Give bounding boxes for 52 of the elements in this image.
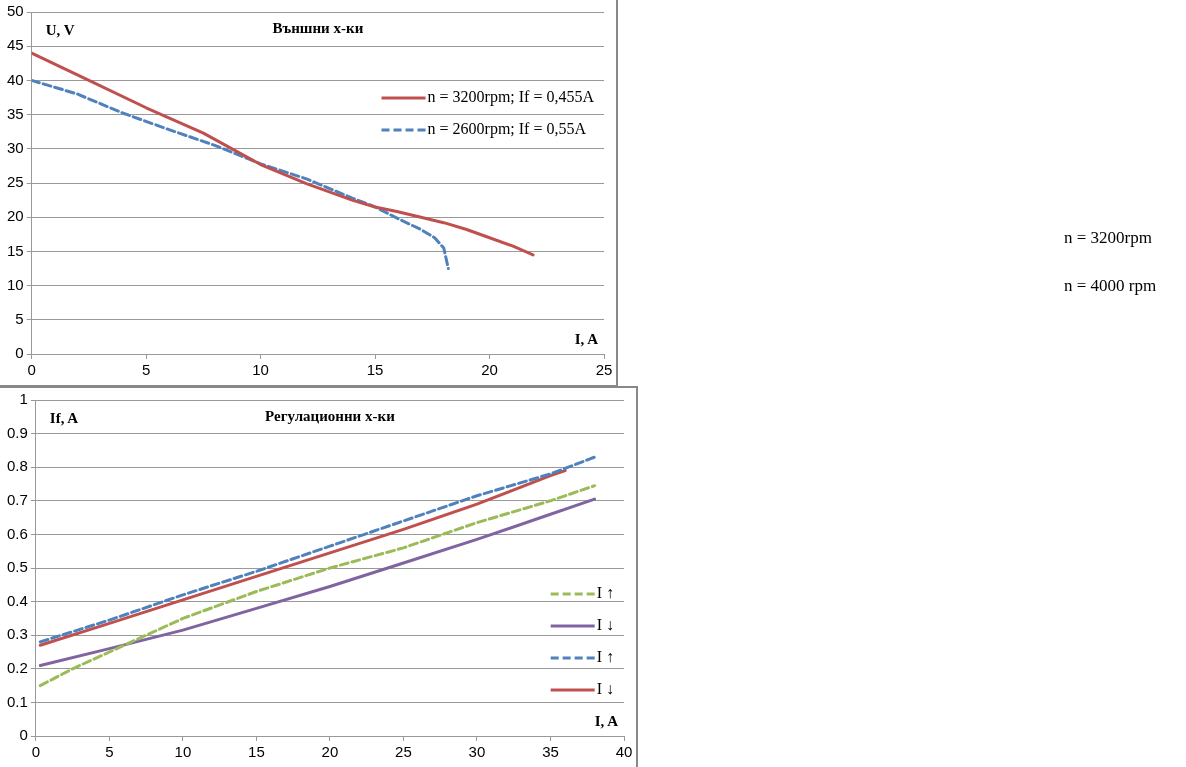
y-axis-title: U, V bbox=[45, 22, 75, 39]
line-series bbox=[31, 78, 450, 270]
y-tick-label: 0.9 bbox=[6, 423, 28, 441]
x-tick-label: 5 bbox=[141, 361, 151, 379]
x-axis-title: I, A bbox=[574, 331, 599, 348]
y-tick-label: 20 bbox=[7, 207, 24, 225]
x-tick-label: 15 bbox=[248, 743, 265, 761]
y-tick-label: 0.2 bbox=[6, 658, 28, 676]
x-tick-label: 10 bbox=[174, 743, 192, 761]
x-tick-label: 25 bbox=[395, 743, 412, 761]
text: Външни х-ки bbox=[272, 20, 364, 37]
x-axis-title: I, A bbox=[594, 713, 619, 730]
y-tick-label: 25 bbox=[7, 173, 24, 191]
legend-label: I ↑ bbox=[596, 584, 614, 602]
x-tick-label: 0 bbox=[31, 743, 41, 761]
y-tick-label: 5 bbox=[15, 309, 24, 327]
y-tick-label: 40 bbox=[7, 70, 24, 88]
x-tick-label: 15 bbox=[366, 361, 384, 379]
text: Регулационни х-ки bbox=[265, 408, 396, 425]
legend-label: I ↓ bbox=[596, 616, 614, 634]
text: n = 3200rpm bbox=[1064, 227, 1153, 249]
y-tick-label: 0 bbox=[15, 344, 24, 362]
legend-label: n = 2600rpm; If = 0,55A bbox=[427, 120, 587, 139]
y-tick-label: 0.4 bbox=[6, 591, 28, 609]
y-tick-label: 50 bbox=[7, 2, 24, 20]
x-tick-label: 35 bbox=[542, 743, 559, 761]
y-tick-label: 15 bbox=[7, 241, 24, 259]
y-tick-label: 0 bbox=[19, 726, 28, 744]
y-tick-label: 10 bbox=[7, 275, 24, 293]
y-tick-label: 35 bbox=[7, 104, 24, 122]
text: n = 4000 rpm bbox=[1064, 275, 1157, 297]
y-tick-label: 0.3 bbox=[6, 625, 28, 643]
y-tick-label: 0.8 bbox=[6, 457, 28, 475]
y-tick-label: 0.7 bbox=[6, 490, 28, 508]
line-series bbox=[38, 484, 597, 688]
y-tick-label: 1 bbox=[19, 390, 28, 408]
y-tick-label: 30 bbox=[7, 138, 24, 156]
x-tick-label: 20 bbox=[481, 361, 498, 379]
y-tick-label: 0.6 bbox=[6, 524, 28, 542]
x-tick-label: 25 bbox=[595, 361, 613, 379]
x-tick-label: 40 bbox=[615, 743, 633, 761]
y-tick-label: 0.5 bbox=[6, 558, 28, 576]
x-tick-label: 20 bbox=[321, 743, 339, 761]
y-axis-title: If, A bbox=[49, 410, 79, 427]
x-tick-label: 30 bbox=[468, 743, 486, 761]
legend-label: I ↓ bbox=[596, 680, 614, 698]
legend-label: n = 3200rpm; If = 0,455A bbox=[427, 88, 595, 107]
y-tick-label: 0.1 bbox=[6, 692, 28, 710]
x-tick-label: 10 bbox=[252, 361, 269, 379]
legend-label: I ↑ bbox=[596, 648, 614, 666]
x-tick-label: 5 bbox=[105, 743, 114, 761]
y-tick-label: 45 bbox=[7, 36, 24, 54]
